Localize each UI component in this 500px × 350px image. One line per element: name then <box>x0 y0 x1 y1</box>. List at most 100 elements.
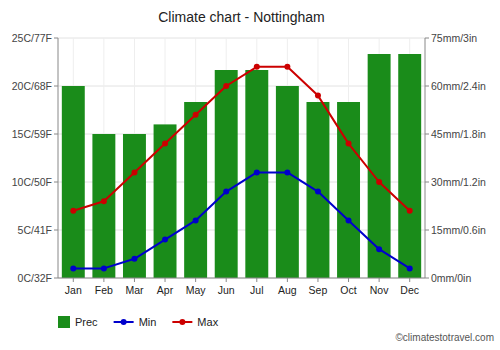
marker <box>70 265 76 271</box>
line-series <box>70 64 412 214</box>
tick-label-y2: 45mm/1.8in <box>431 128 486 140</box>
legend-label: Prec <box>75 316 98 328</box>
marker <box>131 169 137 175</box>
tick-label-y: 15C/59F <box>12 128 52 140</box>
tick-label-x: Apr <box>157 284 174 296</box>
line <box>73 172 409 268</box>
annotation: ©climatestotravel.com <box>395 332 494 343</box>
bar <box>306 102 329 278</box>
line <box>73 67 409 211</box>
tick-y2 <box>425 230 429 231</box>
tick-x <box>134 278 135 282</box>
axis-line-y2 <box>425 38 426 278</box>
tick-label-y2: 30mm/1.2in <box>431 176 486 188</box>
tick-y <box>54 182 58 183</box>
marker <box>315 189 321 195</box>
tick-x <box>287 278 288 282</box>
plot-area <box>62 54 421 278</box>
axes: 0C/32F 5C/41F 10C/50F 15C/59F 20C/68F 25C/77F… <box>12 32 486 297</box>
tick-label-y: 0C/32F <box>18 272 52 284</box>
tick-label-x: Jun <box>218 284 235 296</box>
axis-line-x <box>58 278 425 279</box>
tick-x <box>73 278 74 282</box>
bar <box>215 70 238 278</box>
tick-label-x: Aug <box>278 284 297 296</box>
bar <box>368 54 391 278</box>
marker <box>101 198 107 204</box>
tick-x <box>409 278 410 282</box>
tick-x <box>379 278 380 282</box>
tick-y <box>54 38 58 39</box>
legend: Prec Min Max <box>58 316 219 328</box>
chart: Climate chart - Nottingham 0C/32F 5C/41F 10… <box>0 0 500 350</box>
marker <box>101 265 107 271</box>
bar <box>276 86 299 278</box>
marker <box>407 208 413 214</box>
tick-x <box>348 278 349 282</box>
marker <box>254 64 260 70</box>
tick-x <box>256 278 257 282</box>
marker <box>407 265 413 271</box>
axis-line-y <box>58 38 59 278</box>
tick-y2 <box>425 278 429 279</box>
bar <box>398 54 421 278</box>
tick-label-y2: 60mm/2.4in <box>431 80 486 92</box>
bar <box>154 124 177 278</box>
marker <box>315 93 321 99</box>
marker <box>254 169 260 175</box>
marker <box>162 237 168 243</box>
marker <box>131 256 137 262</box>
marker <box>376 179 382 185</box>
tick-x <box>195 278 196 282</box>
bar <box>184 102 207 278</box>
tick-label-x: May <box>186 284 207 296</box>
tick-y2 <box>425 182 429 183</box>
tick-label-y: 10C/50F <box>12 176 52 188</box>
bar <box>123 134 146 278</box>
tick-label-x: Jul <box>250 284 263 296</box>
tick-label-x: Jan <box>65 284 82 296</box>
bar <box>245 70 268 278</box>
legend-label: Min <box>139 316 157 328</box>
marker <box>284 169 290 175</box>
tick-label-y2: 0mm/0in <box>431 272 471 284</box>
tick-x <box>226 278 227 282</box>
legend-label: Max <box>197 316 218 328</box>
tick-label-x: Sep <box>309 284 328 296</box>
marker <box>346 217 352 223</box>
grid <box>58 38 425 278</box>
tick-y <box>54 230 58 231</box>
marker <box>284 64 290 70</box>
grid-line-y <box>58 278 425 279</box>
tick-label-y2: 75mm/3in <box>431 32 477 44</box>
bar <box>62 86 85 278</box>
grid-line-y <box>58 38 425 39</box>
tick-label-x: Dec <box>400 284 419 296</box>
bar <box>92 134 115 278</box>
tick-label-y: 20C/68F <box>12 80 52 92</box>
marker <box>193 217 199 223</box>
tick-label-x: Feb <box>95 284 113 296</box>
tick-y <box>54 278 58 279</box>
marker <box>162 141 168 147</box>
tick-y <box>54 86 58 87</box>
legend-marker <box>179 319 185 325</box>
bar <box>337 102 360 278</box>
tick-label-x: Oct <box>340 284 356 296</box>
marker <box>70 208 76 214</box>
tick-y2 <box>425 134 429 135</box>
tick-x <box>165 278 166 282</box>
tick-label-x: Mar <box>125 284 144 296</box>
title: Climate chart - Nottingham <box>158 9 325 25</box>
marker <box>346 141 352 147</box>
tick-label-x: Nov <box>370 284 389 296</box>
marker <box>193 112 199 118</box>
page: {"chart_data": { "type": "bar", "title":… <box>0 0 500 350</box>
tick-label-y2: 15mm/0.6in <box>431 224 486 236</box>
marker <box>223 83 229 89</box>
tick-label-y: 5C/41F <box>18 224 52 236</box>
tick-label-y: 25C/77F <box>12 32 52 44</box>
legend-marker <box>121 319 127 325</box>
legend-swatch <box>58 316 70 328</box>
tick-y2 <box>425 38 429 39</box>
